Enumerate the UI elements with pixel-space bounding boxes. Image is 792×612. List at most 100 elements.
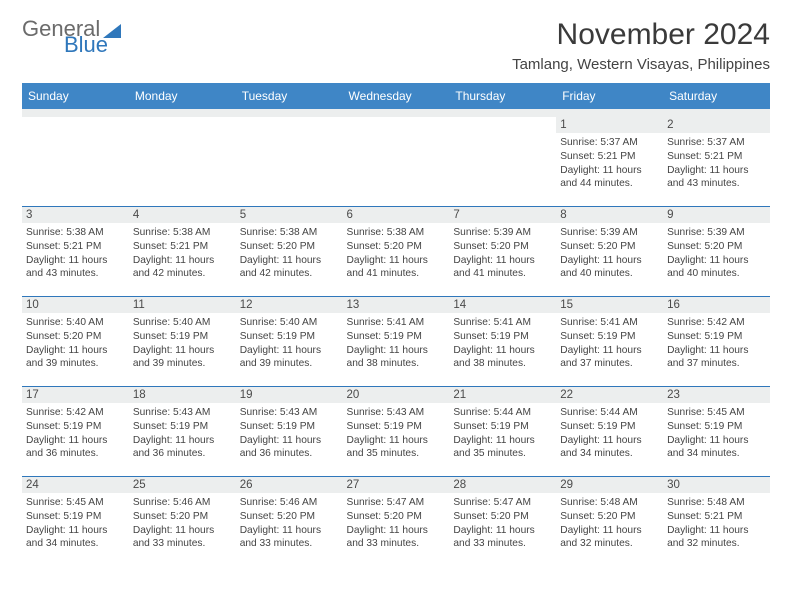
calendar-day-cell: 11Sunrise: 5:40 AMSunset: 5:19 PMDayligh… xyxy=(129,297,236,387)
calendar-day-cell xyxy=(449,113,556,207)
day-number: 24 xyxy=(22,477,129,493)
daylight-line: Daylight: 11 hours and 39 minutes. xyxy=(26,344,125,372)
day-info: Sunrise: 5:39 AMSunset: 5:20 PMDaylight:… xyxy=(560,226,659,281)
sunrise-line: Sunrise: 5:44 AM xyxy=(453,406,552,420)
daylight-line: Daylight: 11 hours and 38 minutes. xyxy=(347,344,446,372)
daylight-line: Daylight: 11 hours and 35 minutes. xyxy=(347,434,446,462)
sunrise-line: Sunrise: 5:42 AM xyxy=(667,316,766,330)
sunrise-line: Sunrise: 5:43 AM xyxy=(133,406,232,420)
daylight-line: Daylight: 11 hours and 35 minutes. xyxy=(453,434,552,462)
sunset-line: Sunset: 5:20 PM xyxy=(560,240,659,254)
day-number: 10 xyxy=(22,297,129,313)
sunrise-line: Sunrise: 5:40 AM xyxy=(133,316,232,330)
day-number: 14 xyxy=(449,297,556,313)
day-number: 12 xyxy=(236,297,343,313)
daylight-line: Daylight: 11 hours and 40 minutes. xyxy=(667,254,766,282)
daylight-line: Daylight: 11 hours and 33 minutes. xyxy=(347,524,446,552)
daylight-line: Daylight: 11 hours and 33 minutes. xyxy=(240,524,339,552)
calendar-day-cell: 20Sunrise: 5:43 AMSunset: 5:19 PMDayligh… xyxy=(343,387,450,477)
calendar-day-cell: 28Sunrise: 5:47 AMSunset: 5:20 PMDayligh… xyxy=(449,477,556,567)
day-info: Sunrise: 5:48 AMSunset: 5:20 PMDaylight:… xyxy=(560,496,659,551)
day-info: Sunrise: 5:44 AMSunset: 5:19 PMDaylight:… xyxy=(453,406,552,461)
calendar-table: Sunday Monday Tuesday Wednesday Thursday… xyxy=(22,83,770,566)
weekday-header: Monday xyxy=(129,83,236,113)
day-info: Sunrise: 5:47 AMSunset: 5:20 PMDaylight:… xyxy=(453,496,552,551)
day-number: 16 xyxy=(663,297,770,313)
brand-word-2: Blue xyxy=(64,34,121,56)
day-info: Sunrise: 5:42 AMSunset: 5:19 PMDaylight:… xyxy=(26,406,125,461)
sunrise-line: Sunrise: 5:46 AM xyxy=(240,496,339,510)
sunset-line: Sunset: 5:20 PM xyxy=(26,330,125,344)
sunrise-line: Sunrise: 5:41 AM xyxy=(453,316,552,330)
sunset-line: Sunset: 5:20 PM xyxy=(347,240,446,254)
calendar-day-cell: 18Sunrise: 5:43 AMSunset: 5:19 PMDayligh… xyxy=(129,387,236,477)
day-info: Sunrise: 5:38 AMSunset: 5:21 PMDaylight:… xyxy=(133,226,232,281)
day-number: 30 xyxy=(663,477,770,493)
calendar-body: 1Sunrise: 5:37 AMSunset: 5:21 PMDaylight… xyxy=(22,113,770,566)
weekday-header: Wednesday xyxy=(343,83,450,113)
sunrise-line: Sunrise: 5:38 AM xyxy=(240,226,339,240)
day-number: 21 xyxy=(449,387,556,403)
calendar-day-cell: 1Sunrise: 5:37 AMSunset: 5:21 PMDaylight… xyxy=(556,113,663,207)
day-info: Sunrise: 5:38 AMSunset: 5:20 PMDaylight:… xyxy=(347,226,446,281)
calendar-day-cell: 21 Sunrise: 5:44 AMSunset: 5:19 PMDayligh… xyxy=(449,387,556,477)
calendar-day-cell: 13Sunrise: 5:41 AMSunset: 5:19 PMDayligh… xyxy=(343,297,450,387)
day-number: 11 xyxy=(129,297,236,313)
sunrise-line: Sunrise: 5:39 AM xyxy=(667,226,766,240)
sunset-line: Sunset: 5:19 PM xyxy=(560,420,659,434)
sunrise-line: Sunrise: 5:38 AM xyxy=(347,226,446,240)
sunrise-line: Sunrise: 5:47 AM xyxy=(453,496,552,510)
sunrise-line: Sunrise: 5:40 AM xyxy=(26,316,125,330)
day-number: 1 xyxy=(556,117,663,133)
day-number: 8 xyxy=(556,207,663,223)
daylight-line: Daylight: 11 hours and 34 minutes. xyxy=(667,434,766,462)
calendar-day-cell: 9Sunrise: 5:39 AMSunset: 5:20 PMDaylight… xyxy=(663,207,770,297)
calendar-day-cell: 4Sunrise: 5:38 AMSunset: 5:21 PMDaylight… xyxy=(129,207,236,297)
calendar-day-cell xyxy=(343,113,450,207)
day-info: Sunrise: 5:43 AMSunset: 5:19 PMDaylight:… xyxy=(347,406,446,461)
weekday-header: Thursday xyxy=(449,83,556,113)
calendar-day-cell: 16 Sunrise: 5:42 AMSunset: 5:19 PMDayligh… xyxy=(663,297,770,387)
sunrise-line: Sunrise: 5:48 AM xyxy=(560,496,659,510)
sunrise-line: Sunrise: 5:42 AM xyxy=(26,406,125,420)
calendar-day-cell: 27Sunrise: 5:47 AMSunset: 5:20 PMDayligh… xyxy=(343,477,450,567)
sunset-line: Sunset: 5:21 PM xyxy=(133,240,232,254)
calendar-day-cell: 12Sunrise: 5:40 AMSunset: 5:19 PMDayligh… xyxy=(236,297,343,387)
calendar-week-row: 3Sunrise: 5:38 AMSunset: 5:21 PMDaylight… xyxy=(22,207,770,297)
day-info: Sunrise: 5:41 AMSunset: 5:19 PMDaylight:… xyxy=(347,316,446,371)
sunset-line: Sunset: 5:19 PM xyxy=(133,420,232,434)
sunset-line: Sunset: 5:19 PM xyxy=(667,420,766,434)
calendar-week-row: 24Sunrise: 5:45 AMSunset: 5:19 PMDayligh… xyxy=(22,477,770,567)
daylight-line: Daylight: 11 hours and 44 minutes. xyxy=(560,164,659,192)
daylight-line: Daylight: 11 hours and 34 minutes. xyxy=(560,434,659,462)
weekday-header-row: Sunday Monday Tuesday Wednesday Thursday… xyxy=(22,83,770,113)
sunset-line: Sunset: 5:19 PM xyxy=(240,330,339,344)
sunset-line: Sunset: 5:20 PM xyxy=(133,510,232,524)
day-info: Sunrise: 5:46 AMSunset: 5:20 PMDaylight:… xyxy=(133,496,232,551)
day-number: 15 xyxy=(556,297,663,313)
sunrise-line: Sunrise: 5:41 AM xyxy=(347,316,446,330)
sunrise-line: Sunrise: 5:43 AM xyxy=(347,406,446,420)
daylight-line: Daylight: 11 hours and 43 minutes. xyxy=(26,254,125,282)
day-info: Sunrise: 5:48 AMSunset: 5:21 PMDaylight:… xyxy=(667,496,766,551)
day-info: Sunrise: 5:40 AMSunset: 5:20 PMDaylight:… xyxy=(26,316,125,371)
day-number: 9 xyxy=(663,207,770,223)
daylight-line: Daylight: 11 hours and 33 minutes. xyxy=(133,524,232,552)
day-info: Sunrise: 5:41 AMSunset: 5:19 PMDaylight:… xyxy=(453,316,552,371)
sunset-line: Sunset: 5:19 PM xyxy=(26,420,125,434)
daylight-line: Daylight: 11 hours and 40 minutes. xyxy=(560,254,659,282)
calendar-day-cell: 15Sunrise: 5:41 AMSunset: 5:19 PMDayligh… xyxy=(556,297,663,387)
daylight-line: Daylight: 11 hours and 36 minutes. xyxy=(26,434,125,462)
day-number: 23 xyxy=(663,387,770,403)
daylight-line: Daylight: 11 hours and 37 minutes. xyxy=(667,344,766,372)
day-info: Sunrise: 5:42 AMSunset: 5:19 PMDaylight:… xyxy=(667,316,766,371)
day-info: Sunrise: 5:37 AMSunset: 5:21 PMDaylight:… xyxy=(667,136,766,191)
day-info: Sunrise: 5:39 AMSunset: 5:20 PMDaylight:… xyxy=(453,226,552,281)
calendar-day-cell: 14 Sunrise: 5:41 AMSunset: 5:19 PMDayligh… xyxy=(449,297,556,387)
calendar-week-row: 1Sunrise: 5:37 AMSunset: 5:21 PMDaylight… xyxy=(22,113,770,207)
calendar-day-cell: 6Sunrise: 5:38 AMSunset: 5:20 PMDaylight… xyxy=(343,207,450,297)
sunset-line: Sunset: 5:21 PM xyxy=(26,240,125,254)
month-title: November 2024 xyxy=(512,18,770,52)
daylight-line: Daylight: 11 hours and 38 minutes. xyxy=(453,344,552,372)
calendar-day-cell: 29Sunrise: 5:48 AMSunset: 5:20 PMDayligh… xyxy=(556,477,663,567)
